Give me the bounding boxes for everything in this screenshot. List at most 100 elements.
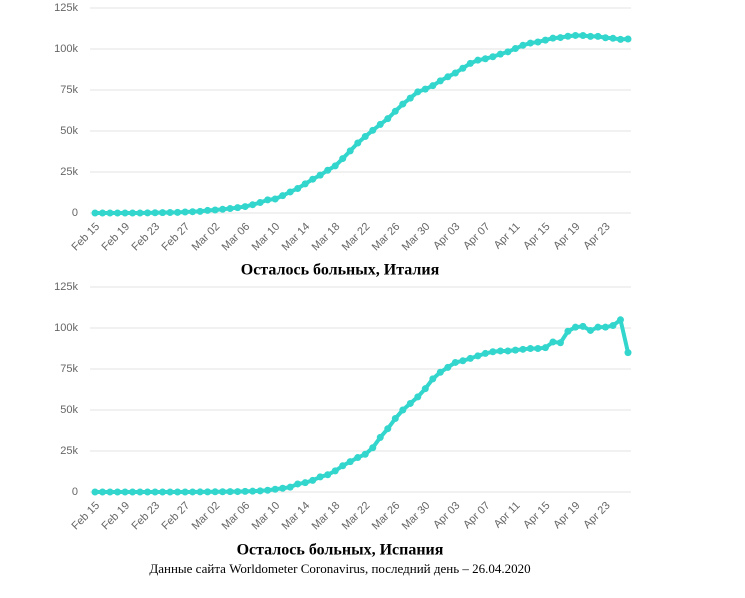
data-point xyxy=(466,59,474,67)
data-point xyxy=(601,323,609,331)
x-tick-label: Apr 07 xyxy=(461,500,492,531)
data-point xyxy=(541,36,549,44)
x-tick-label: Mar 30 xyxy=(400,221,433,254)
x-tick-label: Apr 03 xyxy=(431,500,462,531)
x-tick-label: Feb 27 xyxy=(160,221,193,254)
data-point xyxy=(114,209,122,217)
data-point xyxy=(91,488,99,496)
x-tick-label: Apr 03 xyxy=(431,221,462,252)
data-point xyxy=(429,375,437,383)
data-point xyxy=(624,35,632,43)
x-tick-label: Mar 18 xyxy=(310,500,343,533)
data-point xyxy=(384,425,392,433)
data-point xyxy=(444,73,452,81)
x-tick-label: Feb 27 xyxy=(160,500,193,533)
data-point xyxy=(234,488,242,496)
y-tick-label: 50k xyxy=(60,404,78,416)
y-tick-label: 0 xyxy=(72,207,78,219)
data-point xyxy=(129,488,137,496)
data-point xyxy=(519,41,527,49)
data-point xyxy=(609,322,617,330)
y-tick-label: 25k xyxy=(60,445,78,457)
chart-title: Осталось больных, Испания xyxy=(237,542,444,559)
data-point xyxy=(436,77,444,85)
data-point xyxy=(616,316,624,324)
data-point xyxy=(436,368,444,376)
data-point xyxy=(114,488,122,496)
x-tick-label: Feb 19 xyxy=(100,221,133,254)
data-point xyxy=(174,208,182,216)
data-point xyxy=(369,444,377,452)
data-point xyxy=(264,196,272,204)
data-point xyxy=(204,488,212,496)
data-point xyxy=(324,166,332,174)
data-point xyxy=(189,208,197,216)
x-tick-label: Apr 23 xyxy=(581,500,612,531)
x-tick-label: Mar 22 xyxy=(340,221,373,254)
data-point xyxy=(421,385,429,393)
caption: Данные сайта Worldometer Coronavirus, по… xyxy=(149,561,530,576)
x-tick-label: Apr 19 xyxy=(551,500,582,531)
data-point xyxy=(99,209,107,217)
data-point xyxy=(406,399,414,407)
data-point xyxy=(151,488,159,496)
y-tick-label: 125k xyxy=(54,281,78,293)
data-point xyxy=(331,467,339,475)
x-tick-label: Feb 15 xyxy=(69,221,102,254)
data-point xyxy=(376,433,384,441)
data-point xyxy=(489,348,497,356)
data-point xyxy=(391,415,399,423)
data-point xyxy=(384,115,392,123)
data-point xyxy=(489,53,497,61)
data-point xyxy=(166,209,174,217)
data-point xyxy=(136,209,144,217)
data-point xyxy=(564,32,572,40)
data-point xyxy=(196,207,204,215)
data-point xyxy=(399,100,407,108)
data-point xyxy=(534,345,542,352)
y-tick-label: 0 xyxy=(72,486,78,498)
data-point xyxy=(466,354,474,362)
data-point xyxy=(174,488,182,496)
data-point xyxy=(579,322,587,330)
x-tick-label: Mar 06 xyxy=(220,500,253,533)
data-point xyxy=(451,358,459,366)
data-point xyxy=(106,209,114,217)
data-point xyxy=(549,34,557,42)
data-point xyxy=(121,488,129,496)
data-point xyxy=(451,69,459,77)
data-point xyxy=(301,479,309,487)
data-point xyxy=(309,175,317,183)
data-point xyxy=(204,206,212,214)
data-point xyxy=(159,209,167,217)
data-point xyxy=(526,345,534,352)
x-tick-label: Mar 06 xyxy=(220,221,253,254)
x-tick-label: Mar 26 xyxy=(370,221,403,254)
data-point xyxy=(219,488,227,496)
x-tick-label: Feb 23 xyxy=(130,221,163,254)
x-tick-label: Apr 19 xyxy=(551,221,582,252)
data-point xyxy=(474,56,482,64)
data-point xyxy=(556,34,564,42)
data-point xyxy=(586,326,594,334)
data-point xyxy=(226,205,234,213)
data-point xyxy=(234,204,242,212)
data-point xyxy=(496,347,504,355)
data-point xyxy=(519,345,527,353)
x-tick-label: Mar 02 xyxy=(190,500,223,533)
data-point xyxy=(459,357,467,365)
data-point xyxy=(286,188,294,196)
data-point xyxy=(361,133,369,141)
data-point xyxy=(324,471,332,479)
data-point xyxy=(249,201,257,209)
data-point xyxy=(481,55,489,63)
y-tick-label: 100k xyxy=(54,322,78,334)
x-tick-label: Mar 26 xyxy=(370,500,403,533)
data-point xyxy=(429,82,437,90)
data-point xyxy=(106,488,114,496)
data-point xyxy=(316,171,324,179)
x-tick-label: Mar 10 xyxy=(250,221,283,254)
data-point xyxy=(504,347,512,355)
data-point xyxy=(136,488,144,496)
